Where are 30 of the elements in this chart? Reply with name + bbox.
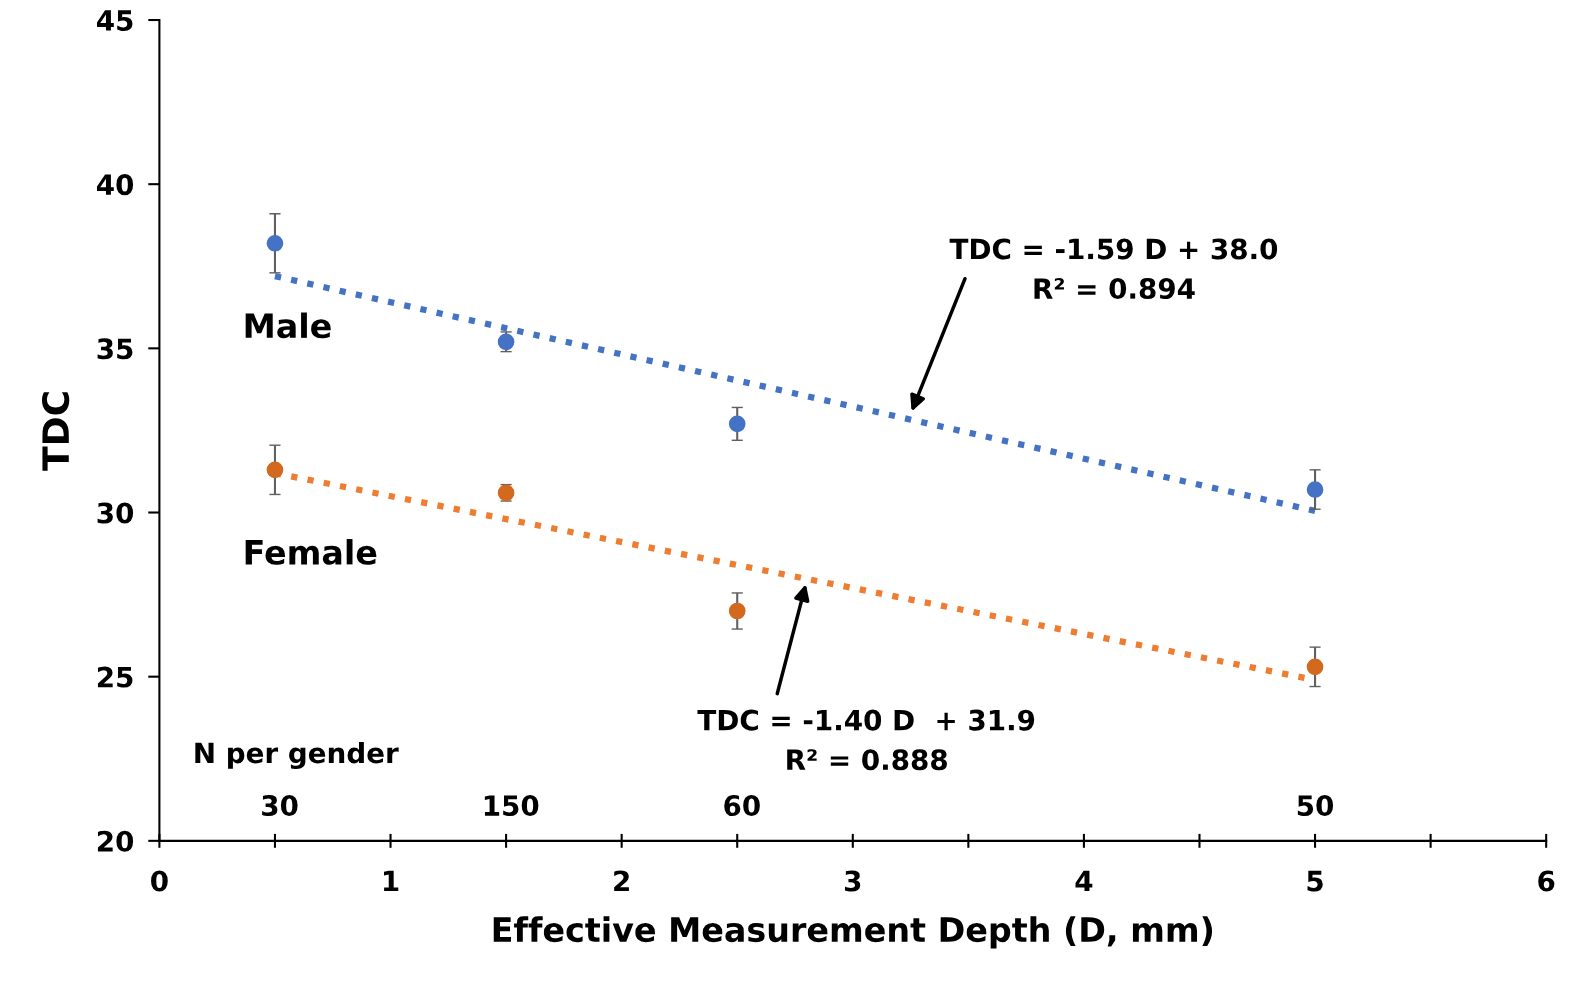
annotation: 150 xyxy=(484,795,539,817)
x-tick-label: 5 xyxy=(1307,870,1323,892)
y-tick-label: 25 xyxy=(97,666,133,688)
text: Female xyxy=(245,539,377,565)
y-tick-label: 20 xyxy=(97,830,134,852)
annotation: TDC = -1.59 D + 38.0 R² = 0.894 xyxy=(949,238,1278,300)
y-tick-label: 35 xyxy=(97,338,133,360)
point xyxy=(728,602,746,620)
annotation: 30 xyxy=(262,795,298,817)
annotation: N per gender xyxy=(195,741,399,770)
y-tick-label: 40 xyxy=(97,174,134,196)
annotation: 50 xyxy=(1297,795,1334,817)
point xyxy=(728,415,746,433)
point xyxy=(266,461,284,479)
annotation: TDC = -1.40 D + 31.9 R² = 0.888 xyxy=(697,709,1035,771)
y-tick-label: 30 xyxy=(97,502,134,524)
point xyxy=(1306,658,1324,676)
text: Male xyxy=(245,312,331,339)
y-axis-title: TDC xyxy=(41,392,70,471)
x-tick-label: 1 xyxy=(384,870,399,892)
x-tick-label: 2 xyxy=(614,870,629,892)
y-tick-label: 45 xyxy=(97,10,133,31)
point xyxy=(1306,481,1324,498)
x-tick-label: 3 xyxy=(844,870,861,892)
point xyxy=(266,234,284,252)
annotation: 60 xyxy=(724,795,760,817)
x-tick-label: 6 xyxy=(1538,870,1555,892)
x-axis-title: Effective Measurement Depth (D, mm) xyxy=(493,916,1213,949)
x-tick-label: 0 xyxy=(151,870,168,892)
x-tick-label: 4 xyxy=(1075,870,1093,892)
